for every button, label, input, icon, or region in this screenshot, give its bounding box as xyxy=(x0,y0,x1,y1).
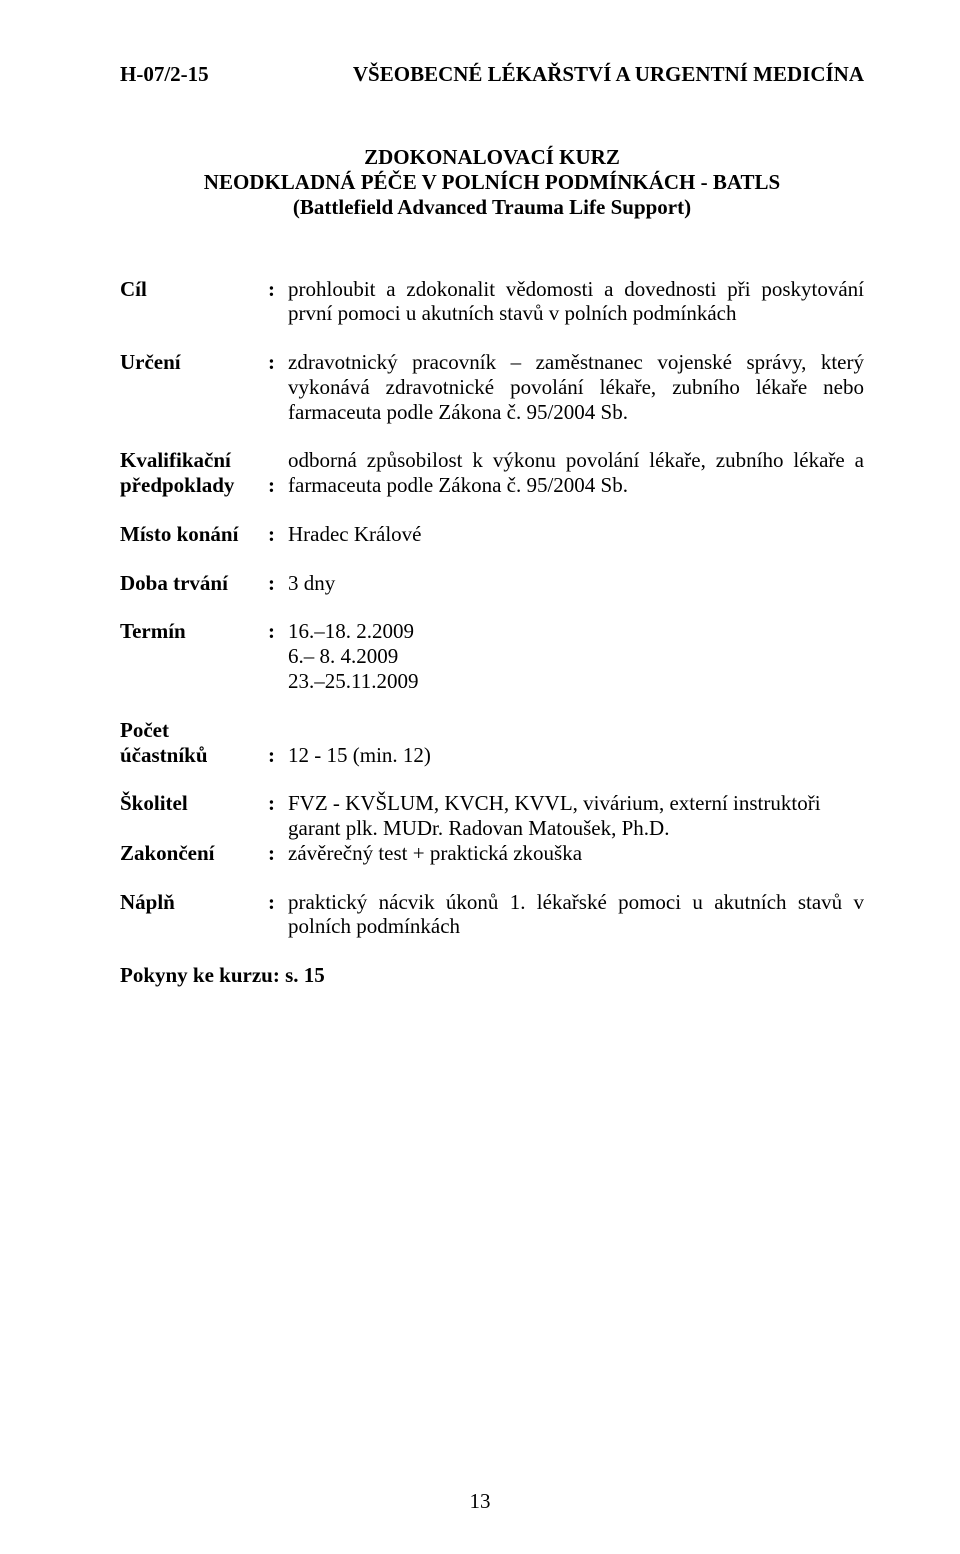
label-napln: Náplň : xyxy=(120,890,288,915)
field-zakonceni: Zakončení : závěrečný test + praktická z… xyxy=(120,841,864,866)
label-skolitel: Školitel : xyxy=(120,791,288,816)
field-napln: Náplň : praktický nácvik úkonů 1. lékařs… xyxy=(120,890,864,940)
label-cil-text: Cíl xyxy=(120,277,268,302)
label-spacer xyxy=(268,448,288,473)
label-kvalifikacni-l2: předpoklady xyxy=(120,473,268,498)
label-colon: : xyxy=(268,571,288,596)
label-colon: : xyxy=(268,473,288,498)
value-pocet: 12 - 15 (min. 12) xyxy=(288,743,864,768)
field-doba: Doba trvání : 3 dny xyxy=(120,571,864,596)
label-kvalifikacni-l1: Kvalifikační xyxy=(120,448,268,473)
label-colon: : xyxy=(268,619,288,644)
value-skolitel: FVZ - KVŠLUM, KVCH, KVVL, vivárium, exte… xyxy=(288,791,864,841)
field-skolitel: Školitel : FVZ - KVŠLUM, KVCH, KVVL, viv… xyxy=(120,791,864,841)
label-colon: : xyxy=(268,350,288,375)
label-napln-text: Náplň xyxy=(120,890,268,915)
page-number: 13 xyxy=(0,1489,960,1514)
label-kvalifikacni: Kvalifikační předpoklady : xyxy=(120,448,288,498)
header-row: H-07/2-15 VŠEOBECNÉ LÉKAŘSTVÍ A URGENTNÍ… xyxy=(120,62,864,87)
field-cil: Cíl : prohloubit a zdokonalit vědomosti … xyxy=(120,277,864,327)
value-cil: prohloubit a zdokonalit vědomosti a dove… xyxy=(288,277,864,327)
label-doba: Doba trvání : xyxy=(120,571,288,596)
fields-list: Cíl : prohloubit a zdokonalit vědomosti … xyxy=(120,277,864,940)
title-line-2: NEODKLADNÁ PÉČE V POLNÍCH PODMÍNKÁCH - B… xyxy=(120,170,864,195)
label-pocet-l2: účastníků xyxy=(120,743,268,768)
title-line-1: ZDOKONALOVACÍ KURZ xyxy=(120,145,864,170)
label-urceni: Určení : xyxy=(120,350,288,375)
value-zakonceni: závěrečný test + praktická zkouška xyxy=(288,841,864,866)
label-misto: Místo konání : xyxy=(120,522,288,547)
label-pocet-l1: Počet xyxy=(120,718,268,743)
doc-category: VŠEOBECNÉ LÉKAŘSTVÍ A URGENTNÍ MEDICÍNA xyxy=(353,62,864,87)
value-termin: 16.–18. 2.2009 6.– 8. 4.2009 23.–25.11.2… xyxy=(288,619,864,693)
label-misto-text: Místo konání xyxy=(120,522,268,547)
field-kvalifikacni: Kvalifikační předpoklady : odborná způso… xyxy=(120,448,864,498)
value-kvalifikacni: odborná způsobilost k výkonu povolání lé… xyxy=(288,448,864,498)
title-block: ZDOKONALOVACÍ KURZ NEODKLADNÁ PÉČE V POL… xyxy=(120,145,864,221)
label-termin: Termín : xyxy=(120,619,288,644)
instructions-line: Pokyny ke kurzu: s. 15 xyxy=(120,963,864,988)
label-pocet: Počet účastníků : xyxy=(120,718,288,768)
value-doba: 3 dny xyxy=(288,571,864,596)
label-colon: : xyxy=(268,277,288,302)
field-pocet: Počet účastníků : 12 - 15 (min. 12) xyxy=(120,718,864,768)
document-page: H-07/2-15 VŠEOBECNÉ LÉKAŘSTVÍ A URGENTNÍ… xyxy=(0,0,960,1554)
label-zakonceni-text: Zakončení xyxy=(120,841,268,866)
title-line-3: (Battlefield Advanced Trauma Life Suppor… xyxy=(120,195,864,220)
value-urceni: zdravotnický pracovník – zaměstnanec voj… xyxy=(288,350,864,424)
label-colon: : xyxy=(268,841,288,866)
label-cil: Cíl : xyxy=(120,277,288,302)
label-skolitel-text: Školitel xyxy=(120,791,268,816)
label-zakonceni: Zakončení : xyxy=(120,841,288,866)
label-termin-text: Termín xyxy=(120,619,268,644)
label-colon: : xyxy=(268,743,288,768)
label-colon: : xyxy=(268,791,288,816)
label-doba-text: Doba trvání xyxy=(120,571,268,596)
value-misto: Hradec Králové xyxy=(288,522,864,547)
label-urceni-text: Určení xyxy=(120,350,268,375)
doc-code: H-07/2-15 xyxy=(120,62,209,87)
label-spacer xyxy=(268,718,288,743)
field-urceni: Určení : zdravotnický pracovník – zaměst… xyxy=(120,350,864,424)
value-napln: praktický nácvik úkonů 1. lékařské pomoc… xyxy=(288,890,864,940)
label-colon: : xyxy=(268,522,288,547)
label-colon: : xyxy=(268,890,288,915)
field-termin: Termín : 16.–18. 2.2009 6.– 8. 4.2009 23… xyxy=(120,619,864,693)
field-misto: Místo konání : Hradec Králové xyxy=(120,522,864,547)
